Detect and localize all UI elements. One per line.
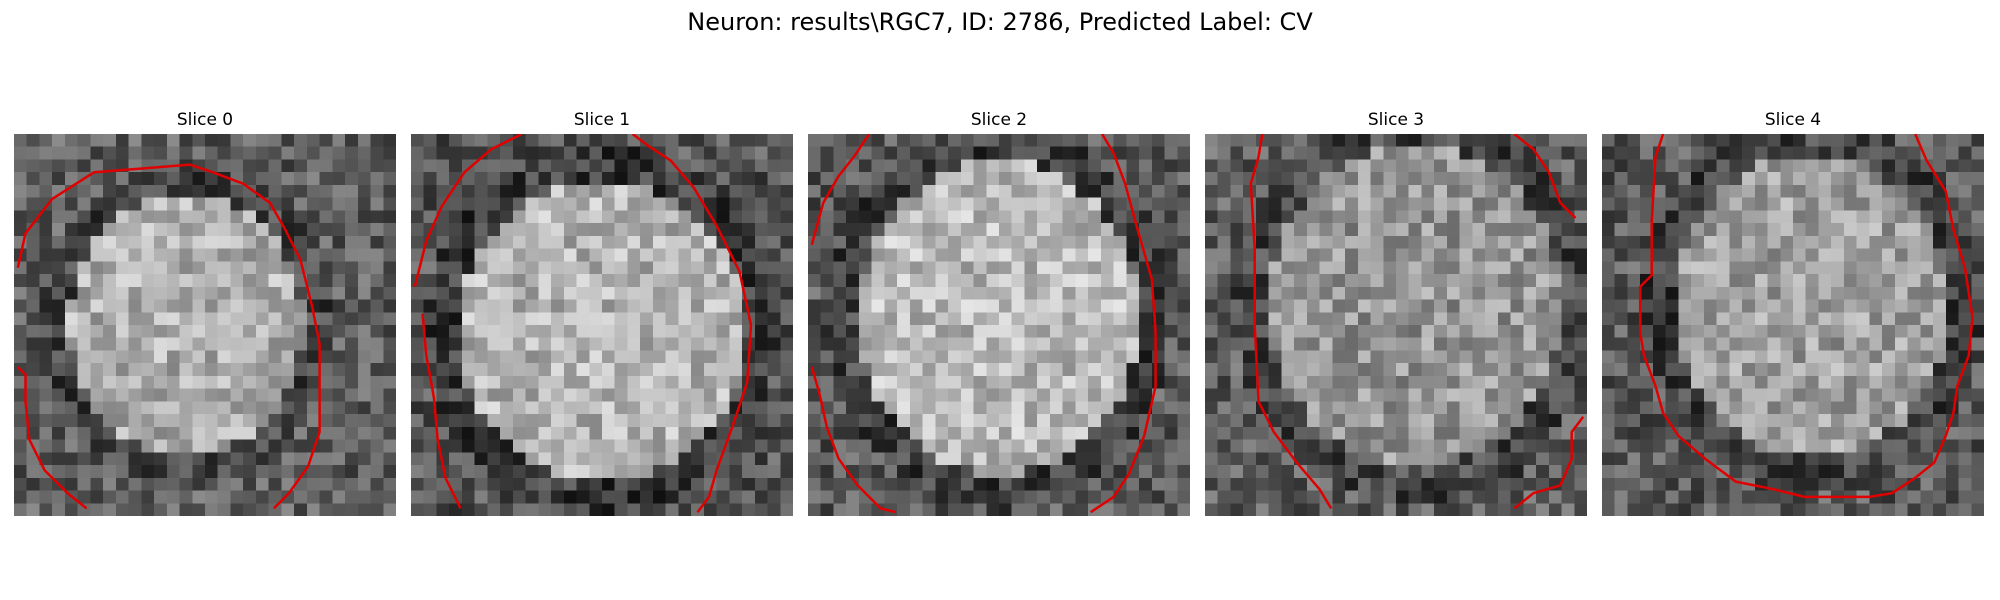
slice-1-contour-2 bbox=[421, 313, 462, 509]
slice-1-contour-overlay bbox=[413, 134, 753, 513]
slice-0-contour-1 bbox=[16, 366, 88, 510]
slice-0-contour-overlay bbox=[16, 163, 321, 510]
slice-0-panel bbox=[14, 134, 396, 516]
slice-4-image bbox=[1602, 134, 1984, 516]
slice-1-image bbox=[411, 134, 793, 516]
slice-3-image bbox=[1205, 134, 1587, 516]
slice-1-contour-0 bbox=[413, 134, 523, 288]
slice-4-contour-overlay bbox=[1638, 134, 1974, 499]
slice-2-contour-1 bbox=[1090, 134, 1157, 514]
panel-title-slice-2: Slice 2 bbox=[970, 110, 1028, 130]
slice-2-contour-overlay bbox=[810, 134, 1157, 514]
slice-3-contour-2 bbox=[1513, 415, 1585, 510]
slice-1-contour-1 bbox=[631, 134, 753, 513]
figure-title: Neuron: results\RGC7, ID: 2786, Predicte… bbox=[687, 8, 1313, 36]
slice-2-panel bbox=[808, 134, 1190, 516]
slice-1-panel bbox=[411, 134, 793, 516]
slice-4-contour-0 bbox=[1638, 134, 1974, 499]
panel-title-slice-3: Slice 3 bbox=[1367, 110, 1425, 130]
slice-2-image bbox=[808, 134, 1190, 516]
slice-3-contour-1 bbox=[1513, 134, 1577, 219]
panel-title-slice-4: Slice 4 bbox=[1764, 110, 1822, 130]
slice-2-contour-0 bbox=[810, 134, 871, 246]
slice-2-contour-2 bbox=[810, 366, 897, 514]
slice-3-contour-0 bbox=[1249, 134, 1333, 510]
slice-3-panel bbox=[1205, 134, 1587, 516]
slice-0-contour-0 bbox=[16, 163, 321, 510]
panel-title-slice-0: Slice 0 bbox=[176, 110, 234, 130]
slice-4-panel bbox=[1602, 134, 1984, 516]
slice-0-image bbox=[14, 134, 396, 516]
panel-title-slice-1: Slice 1 bbox=[573, 110, 631, 130]
slice-3-contour-overlay bbox=[1249, 134, 1585, 510]
